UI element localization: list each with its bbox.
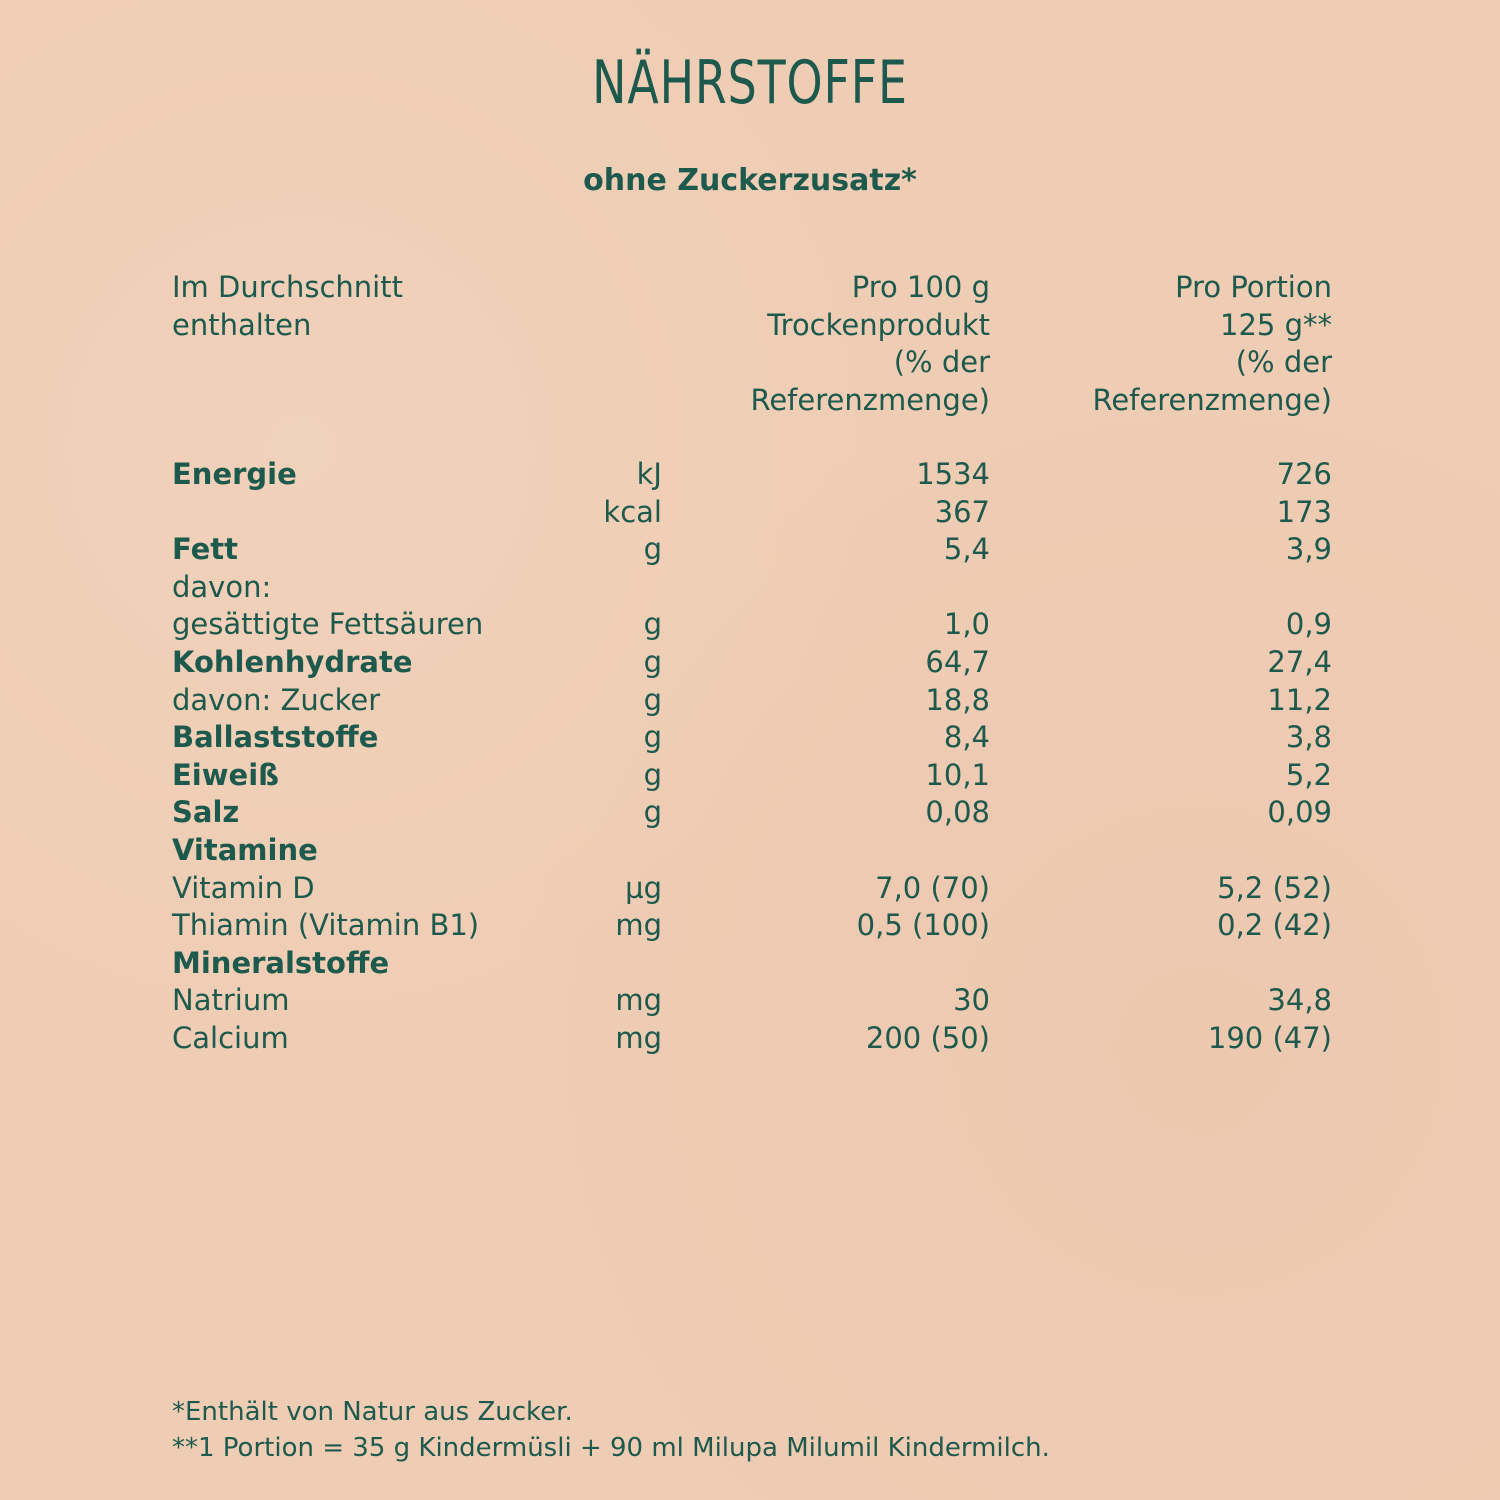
nutrient-label: Vitamin D	[172, 870, 315, 905]
value-per-portion: 173	[1276, 494, 1332, 529]
value-per-portion: 0,9	[1285, 607, 1332, 642]
nutrient-label: davon:	[172, 569, 272, 604]
nutrient-label: Ballaststoffe	[172, 720, 379, 755]
page-title: NÄHRSTOFFE	[592, 48, 908, 118]
value-per-portion: 3,8	[1285, 720, 1332, 755]
value-per-100g: 10,1	[925, 757, 990, 792]
header-label-line: enthalten	[172, 307, 312, 342]
nutrient-unit: g	[643, 645, 662, 679]
subtitle: ohne Zuckerzusatz*	[583, 163, 917, 198]
value-per-100g: 64,7	[925, 645, 990, 679]
nutrient-label: Thiamin (Vitamin B1)	[172, 908, 480, 943]
header-col1-line: Pro 100 g	[851, 270, 990, 304]
nutrient-unit: mg	[615, 983, 662, 1018]
header-col1-line: Referenzmenge)	[750, 382, 990, 417]
footnote-1: *Enthält von Natur aus Zucker.	[172, 1397, 573, 1427]
nutrient-label: davon: Zucker	[172, 682, 381, 717]
nutrient-label: Salz	[172, 795, 240, 830]
nutrient-label: Mineralstoffe	[172, 945, 390, 980]
nutrient-label: Eiweiß	[172, 757, 280, 792]
value-per-portion: 190 (47)	[1207, 1021, 1332, 1055]
nutrient-unit: g	[643, 795, 662, 830]
value-per-portion: 34,8	[1267, 983, 1332, 1018]
nutrient-label: Kohlenhydrate	[172, 645, 413, 679]
value-per-portion: 5,2 (52)	[1217, 870, 1332, 905]
header-col2-line: 125 g**	[1220, 307, 1332, 342]
value-per-100g: 30	[953, 983, 990, 1018]
value-per-100g: 8,4	[943, 720, 990, 755]
value-per-100g: 5,4	[943, 532, 990, 567]
header-per-portion: Pro Portion 125 g** (% der Referenzmenge…	[1092, 269, 1332, 419]
nutrient-unit: g	[643, 607, 662, 642]
nutrient-label: Energie	[172, 457, 297, 491]
nutrient-label: Calcium	[172, 1021, 289, 1055]
header-label: Im Durchschnitt enthalten	[172, 269, 403, 344]
nutrient-label: gesättigte Fettsäuren	[172, 607, 484, 642]
header-label-line: Im Durchschnitt	[172, 270, 403, 304]
nutrient-label: Vitamine	[172, 833, 318, 867]
nutrient-unit: g	[643, 532, 662, 567]
nutrient-unit: g	[643, 682, 662, 717]
nutrient-unit: kJ	[636, 457, 662, 491]
value-per-100g: 1,0	[943, 607, 990, 642]
nutrient-label: Natrium	[172, 983, 290, 1018]
value-per-100g: 7,0 (70)	[875, 870, 990, 905]
value-per-100g: 367	[934, 494, 990, 529]
value-per-100g: 200 (50)	[865, 1021, 990, 1055]
header-col2-line: Referenzmenge)	[1092, 382, 1332, 417]
value-per-portion: 27,4	[1267, 645, 1332, 679]
nutrient-unit: kcal	[603, 494, 662, 529]
value-per-portion: 11,2	[1267, 682, 1332, 717]
nutrient-label: Fett	[172, 532, 239, 567]
header-per-100g: Pro 100 g Trockenprodukt (% der Referenz…	[750, 269, 990, 419]
header-col2-line: (% der	[1235, 345, 1332, 380]
header-col2-line: Pro Portion	[1175, 270, 1332, 304]
value-per-portion: 3,9	[1285, 532, 1332, 567]
value-per-100g: 18,8	[925, 682, 990, 717]
value-per-portion: 5,2	[1285, 757, 1332, 792]
footnotes: *Enthält von Natur aus Zucker. **1 Porti…	[172, 1394, 1050, 1466]
footnote-2: **1 Portion = 35 g Kindermüsli + 90 ml M…	[172, 1433, 1050, 1463]
nutrient-unit: mg	[615, 908, 662, 943]
nutrient-unit: g	[643, 720, 662, 755]
nutrient-unit: µg	[625, 870, 662, 905]
header-col1-line: (% der	[893, 345, 990, 380]
nutrient-unit: g	[643, 757, 662, 792]
value-per-portion: 0,09	[1267, 795, 1332, 830]
value-per-100g: 0,08	[925, 795, 990, 830]
header-col1-line: Trockenprodukt	[767, 307, 990, 342]
value-per-100g: 1534	[916, 457, 990, 491]
value-per-portion: 726	[1276, 457, 1332, 491]
value-per-portion: 0,2 (42)	[1217, 908, 1332, 943]
value-per-100g: 0,5 (100)	[856, 908, 990, 943]
nutrient-unit: mg	[615, 1021, 662, 1055]
